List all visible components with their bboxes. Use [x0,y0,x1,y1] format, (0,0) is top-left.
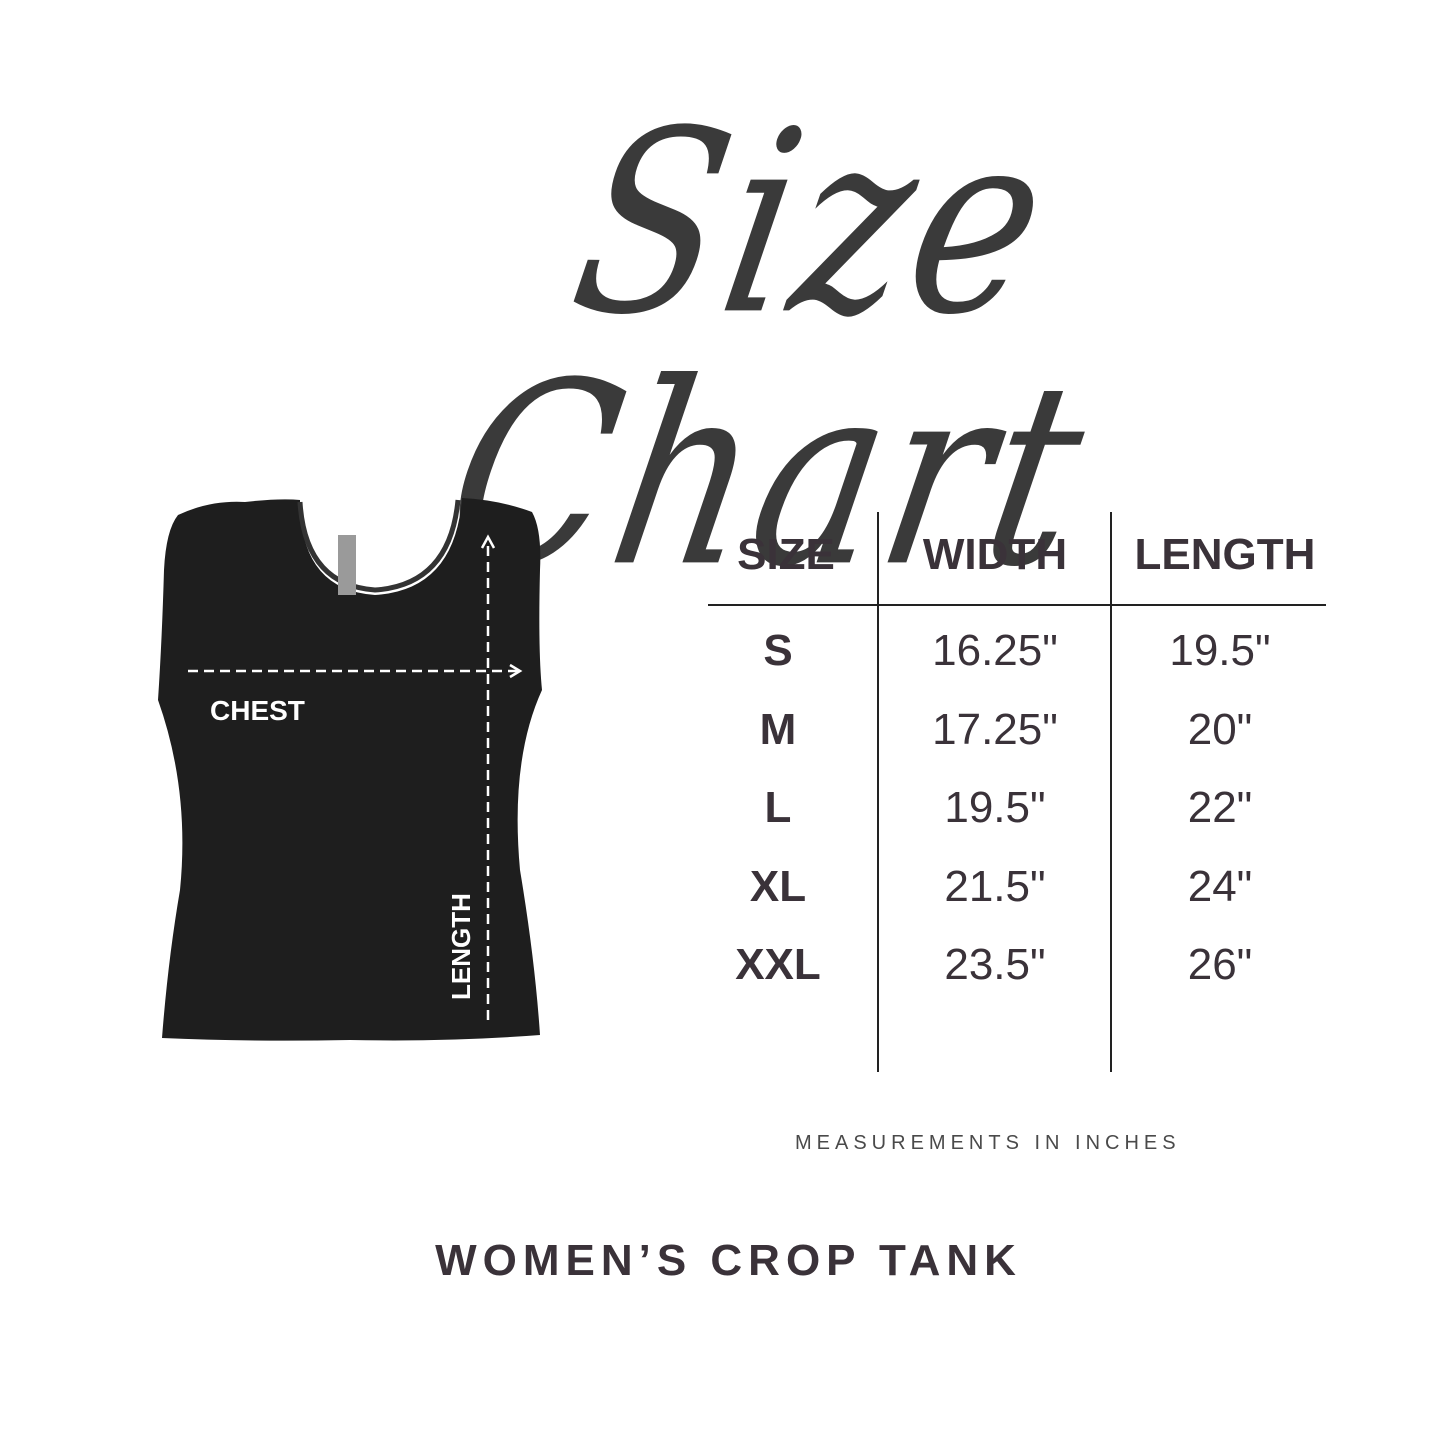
tank-neckline [297,499,461,593]
chest-label: CHEST [210,695,305,726]
cell-length: 19.5" [1169,626,1271,675]
measurement-note: MEASUREMENTS IN INCHES [795,1132,1181,1154]
tank-label-tag [338,535,356,595]
crop-tank-illustration [158,498,542,1041]
cell-size: XXL [735,940,821,989]
cell-length: 20" [1187,704,1253,754]
cell-length: 26" [1187,940,1253,989]
column-divider [1110,512,1112,1072]
header-length: LENGTH [1134,530,1316,579]
cell-width: 19.5" [944,783,1046,832]
column-divider [877,512,879,1072]
cell-size: S [763,626,793,675]
length-label: LENGTH [446,893,476,1000]
header-size: SIZE [737,530,835,579]
cell-size: XL [749,861,807,911]
cell-size: M [759,704,797,754]
product-name: WOMEN’S CROP TANK [435,1236,1022,1285]
header-divider [708,604,1326,606]
cell-width: 23.5" [944,940,1046,989]
cell-width: 21.5" [944,861,1046,911]
cell-length: 22" [1187,783,1253,832]
cell-width: 17.25" [932,704,1058,754]
cell-size: L [764,783,792,832]
cell-width: 16.25" [932,626,1058,675]
header-width: WIDTH [922,530,1068,579]
tank-body [158,498,542,1041]
cell-length: 24" [1187,861,1253,911]
